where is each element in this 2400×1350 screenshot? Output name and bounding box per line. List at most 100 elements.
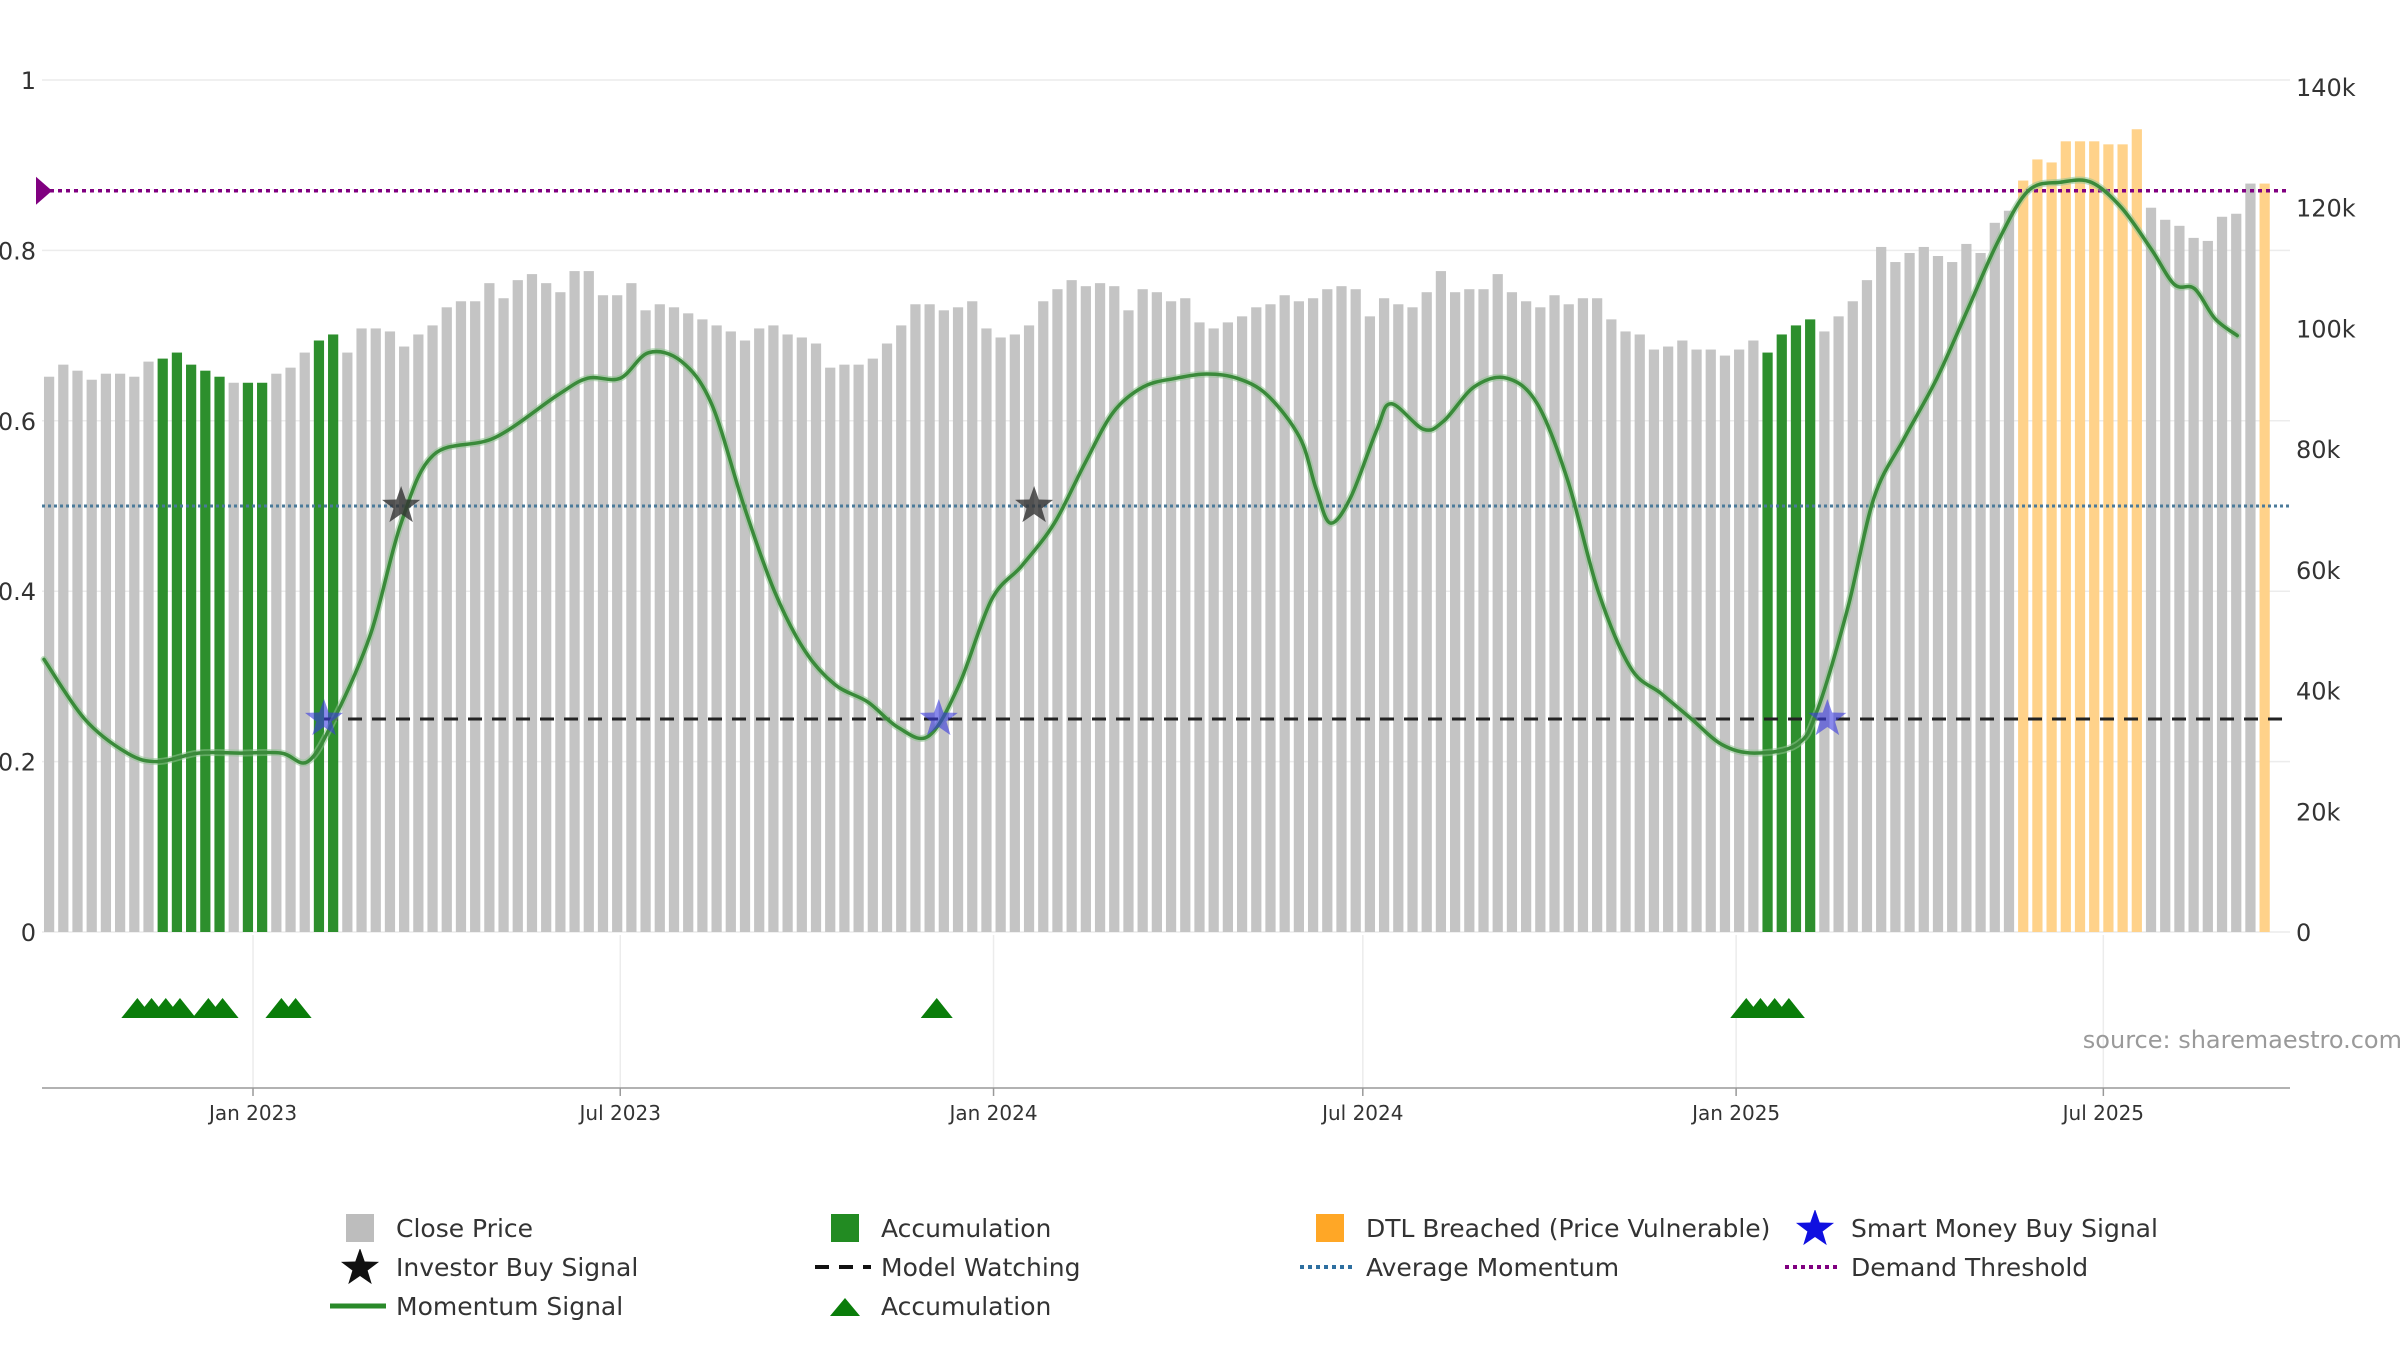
legend-label: Investor Buy Signal bbox=[396, 1252, 639, 1282]
dtl-breached-bar bbox=[2032, 159, 2043, 932]
close-price-bar bbox=[370, 328, 381, 932]
close-price-bar bbox=[1450, 292, 1461, 932]
accumulation-marker bbox=[206, 998, 239, 1018]
close-price-bar bbox=[583, 271, 594, 932]
dtl-breached-bar bbox=[2046, 162, 2057, 933]
close-price-bar bbox=[271, 373, 282, 933]
close-price-bar bbox=[1719, 355, 1731, 932]
accumulation-bar bbox=[313, 340, 325, 932]
close-price-bar bbox=[1080, 286, 1091, 932]
close-price-bar bbox=[1932, 256, 1944, 932]
axes: 0 0.2 0.4 0.6 0.8 1 0 20k 40k 60k 80k 100k 120k 140k J… bbox=[0, 67, 2356, 1125]
reference-lines bbox=[36, 176, 2290, 721]
close-price-bar bbox=[1947, 262, 1958, 932]
close-price-bar bbox=[1180, 298, 1191, 932]
close-price-bar bbox=[384, 331, 396, 933]
close-price-bar bbox=[43, 376, 55, 932]
legend-label: Demand Threshold bbox=[1851, 1252, 2089, 1282]
close-price-bar bbox=[1904, 252, 1915, 932]
x-tick-label: Jan 2025 bbox=[1690, 1101, 1780, 1125]
close-price-bar bbox=[1592, 298, 1603, 932]
right-tick-label: 120k bbox=[2296, 195, 2356, 223]
accumulation-marker bbox=[1772, 998, 1805, 1018]
smart-money-buy-signal bbox=[919, 699, 958, 736]
close-price-bar bbox=[668, 307, 680, 932]
close-price-bar bbox=[1663, 346, 1674, 932]
legend-item: Accumulation bbox=[815, 1210, 1051, 1246]
legend-star-icon bbox=[330, 1249, 386, 1285]
close-price-bar bbox=[597, 295, 609, 932]
accumulation-strip bbox=[121, 998, 1805, 1018]
momentum-signal-line bbox=[42, 178, 2239, 765]
legend-item: Smart Money Buy Signal bbox=[1785, 1210, 2158, 1246]
legend-label: Accumulation bbox=[881, 1213, 1052, 1243]
accumulation-bar bbox=[257, 382, 268, 932]
close-price-bar bbox=[981, 328, 992, 932]
close-price-bar bbox=[228, 382, 239, 932]
legend-square-icon bbox=[330, 1210, 386, 1246]
accumulation-bar bbox=[1790, 325, 1802, 932]
accumulation-marker bbox=[920, 998, 953, 1018]
close-price-bar bbox=[1236, 316, 1248, 932]
close-price-bar bbox=[1989, 222, 2000, 932]
x-tick-label: Jan 2023 bbox=[207, 1101, 297, 1125]
accumulation-marker bbox=[279, 998, 312, 1018]
left-tick-label: 0.6 bbox=[0, 408, 36, 436]
close-price-bar bbox=[569, 271, 580, 932]
right-tick-label: 140k bbox=[2296, 74, 2356, 102]
dtl-breached-bar bbox=[2018, 180, 2029, 932]
close-price-bar bbox=[2202, 240, 2213, 933]
close-price-bar bbox=[413, 334, 424, 932]
x-tick-label: Jul 2024 bbox=[1320, 1101, 1403, 1125]
close-price-bar bbox=[2231, 213, 2242, 932]
close-price-bar bbox=[995, 337, 1006, 932]
close-price-bar bbox=[1861, 280, 1873, 933]
close-price-bar bbox=[952, 307, 964, 932]
close-price-bar bbox=[1222, 322, 1233, 933]
legend-square-icon bbox=[815, 1210, 871, 1246]
close-price-bar bbox=[1407, 307, 1418, 932]
close-price-bar bbox=[2188, 237, 2199, 933]
close-price-bar bbox=[1677, 340, 1688, 932]
accumulation-bar bbox=[1776, 334, 1787, 932]
close-price-bar bbox=[1378, 298, 1390, 932]
close-price-bar bbox=[1151, 292, 1162, 932]
close-price-bar bbox=[1307, 298, 1319, 932]
close-price-bar bbox=[825, 367, 836, 932]
legend-dotted-line-icon bbox=[1300, 1249, 1356, 1285]
right-tick-label: 100k bbox=[2296, 315, 2356, 343]
left-tick-label: 0.2 bbox=[0, 749, 36, 777]
close-price-bar bbox=[697, 319, 708, 932]
close-price-bar bbox=[1137, 289, 1148, 933]
signal-markers bbox=[304, 486, 1847, 736]
demand-threshold-marker bbox=[36, 176, 52, 205]
legend-label: Close Price bbox=[396, 1213, 534, 1243]
close-price-bar bbox=[796, 337, 807, 932]
close-price-bar bbox=[1023, 325, 1035, 932]
legend-dotted-line-icon bbox=[1785, 1249, 1841, 1285]
close-price-bar bbox=[1876, 246, 1887, 933]
accumulation-bar bbox=[157, 358, 168, 932]
legend-label: Momentum Signal bbox=[396, 1291, 624, 1321]
legend-label: Average Momentum bbox=[1366, 1252, 1620, 1282]
smart-money-buy-signal bbox=[304, 699, 344, 736]
close-price-bar bbox=[626, 283, 637, 932]
legend-solid-line-icon bbox=[330, 1288, 386, 1324]
close-price-bar bbox=[853, 364, 864, 933]
accumulation-bar bbox=[328, 334, 339, 932]
legend-dashed-line-icon bbox=[815, 1249, 871, 1285]
close-price-bar bbox=[1748, 340, 1759, 932]
close-price-bar bbox=[1734, 349, 1745, 932]
close-price-bar bbox=[881, 343, 893, 933]
close-price-bar bbox=[512, 280, 523, 933]
dtl-breached-bar bbox=[2060, 141, 2071, 933]
x-tick-label: Jul 2023 bbox=[578, 1101, 661, 1125]
legend-label: Accumulation bbox=[881, 1291, 1052, 1321]
close-price-bar bbox=[1293, 301, 1305, 933]
close-price-bar bbox=[1577, 298, 1589, 932]
close-price-bar bbox=[1847, 301, 1858, 933]
legend-square-icon bbox=[1300, 1210, 1356, 1246]
close-price-bar bbox=[441, 307, 452, 932]
close-price-bar bbox=[768, 325, 779, 932]
close-price-bar bbox=[1833, 316, 1844, 932]
